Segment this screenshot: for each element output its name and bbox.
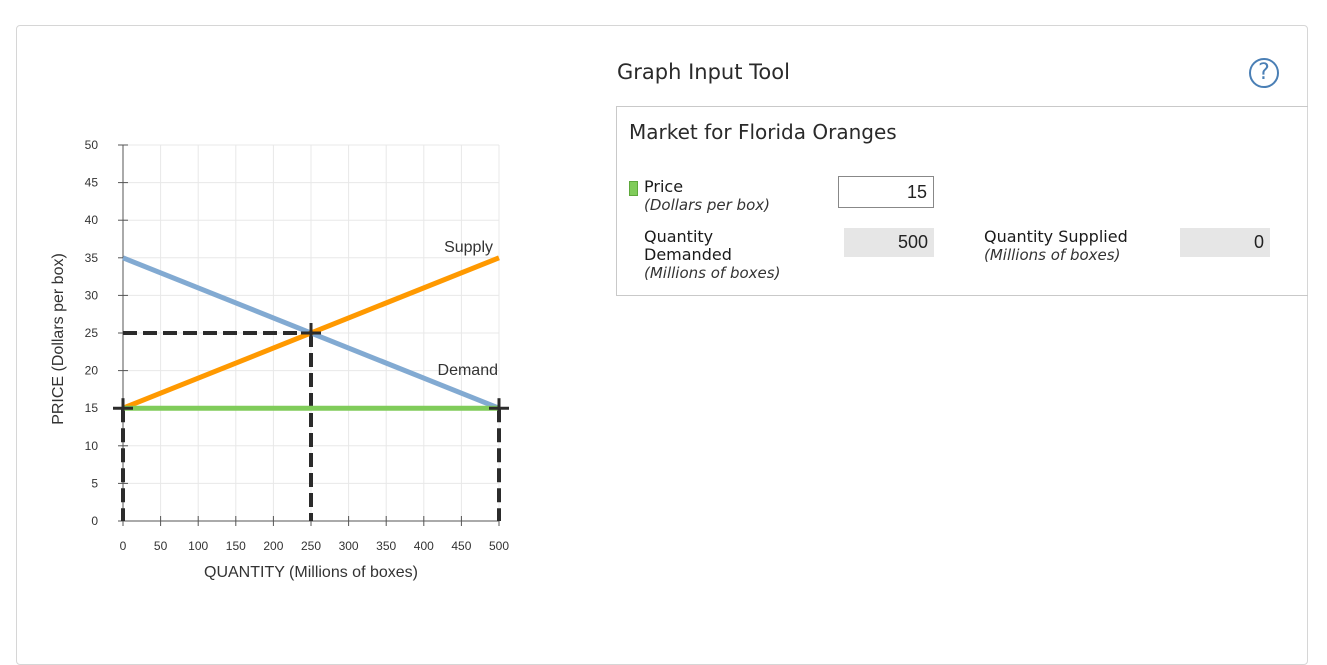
x-tick-label: 500 (489, 539, 509, 553)
y-tick-label: 0 (91, 514, 98, 528)
supply-label: Supply (444, 239, 493, 256)
y-tick-label: 10 (85, 439, 99, 453)
x-axis-title: QUANTITY (Millions of boxes) (204, 564, 418, 581)
tool-title: Graph Input Tool (617, 60, 790, 84)
x-tick-label: 200 (263, 539, 283, 553)
x-tick-label: 350 (376, 539, 396, 553)
markers (113, 323, 509, 419)
qs-label: Quantity Supplied (984, 227, 1128, 246)
y-tick-label: 5 (91, 476, 98, 490)
price-input[interactable]: 15 (838, 176, 934, 208)
y-tick-label: 25 (85, 326, 99, 340)
y-tick-label: 50 (85, 138, 99, 152)
x-tick-label: 450 (451, 539, 471, 553)
qd-label-line1: Quantity (644, 227, 714, 246)
price-legend-swatch (629, 181, 638, 196)
demand-label: Demand (438, 362, 498, 379)
quantity-demanded-value: 500 (844, 228, 934, 257)
y-axis-title: PRICE (Dollars per box) (50, 253, 67, 425)
y-tick-label: 35 (85, 251, 99, 265)
qd-unit: (Millions of boxes) (644, 264, 781, 282)
market-panel (616, 106, 1308, 296)
x-tick-label: 100 (188, 539, 208, 553)
x-tick-label: 250 (301, 539, 321, 553)
x-tick-label: 150 (226, 539, 246, 553)
qs-unit: (Millions of boxes) (984, 246, 1121, 264)
price-unit: (Dollars per box) (644, 196, 770, 214)
y-tick-label: 40 (85, 213, 99, 227)
market-title: Market for Florida Oranges (629, 120, 897, 144)
x-tick-label: 0 (120, 539, 127, 553)
graph-panel (16, 25, 1308, 665)
x-tick-label: 300 (339, 539, 359, 553)
x-tick-label: 50 (154, 539, 168, 553)
grid (123, 144, 500, 521)
y-tick-label: 15 (85, 401, 99, 415)
price-label: Price (644, 177, 684, 196)
y-tick-label: 30 (85, 288, 99, 302)
quantity-supplied-value: 0 (1180, 228, 1270, 257)
help-icon[interactable]: ? (1249, 58, 1279, 88)
qd-label-line2: Demanded (644, 245, 732, 264)
x-tick-label: 400 (414, 539, 434, 553)
y-tick-label: 45 (85, 176, 99, 190)
y-tick-label: 20 (85, 364, 99, 378)
